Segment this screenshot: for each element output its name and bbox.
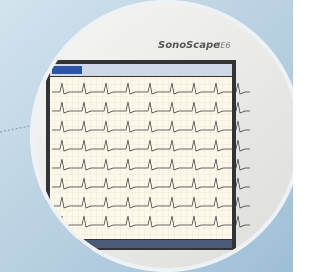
header-block [52,66,82,74]
ecg-grid [50,77,232,239]
scene: SonoScape IE6 [0,0,293,272]
brand-name: SonoScape [158,40,220,51]
page: SonoScape IE6 (() => { const data = JSON… [0,0,293,272]
brand-model: IE6 [218,41,231,50]
